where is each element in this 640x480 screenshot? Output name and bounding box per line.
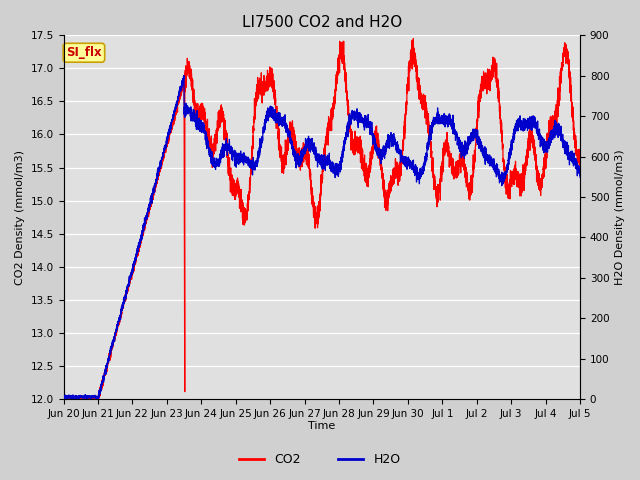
- Y-axis label: H2O Density (mmol/m3): H2O Density (mmol/m3): [615, 149, 625, 285]
- Y-axis label: CO2 Density (mmol/m3): CO2 Density (mmol/m3): [15, 150, 25, 285]
- Title: LI7500 CO2 and H2O: LI7500 CO2 and H2O: [242, 15, 402, 30]
- X-axis label: Time: Time: [308, 421, 335, 432]
- Text: SI_flx: SI_flx: [66, 46, 102, 59]
- Legend: CO2, H2O: CO2, H2O: [234, 448, 406, 471]
